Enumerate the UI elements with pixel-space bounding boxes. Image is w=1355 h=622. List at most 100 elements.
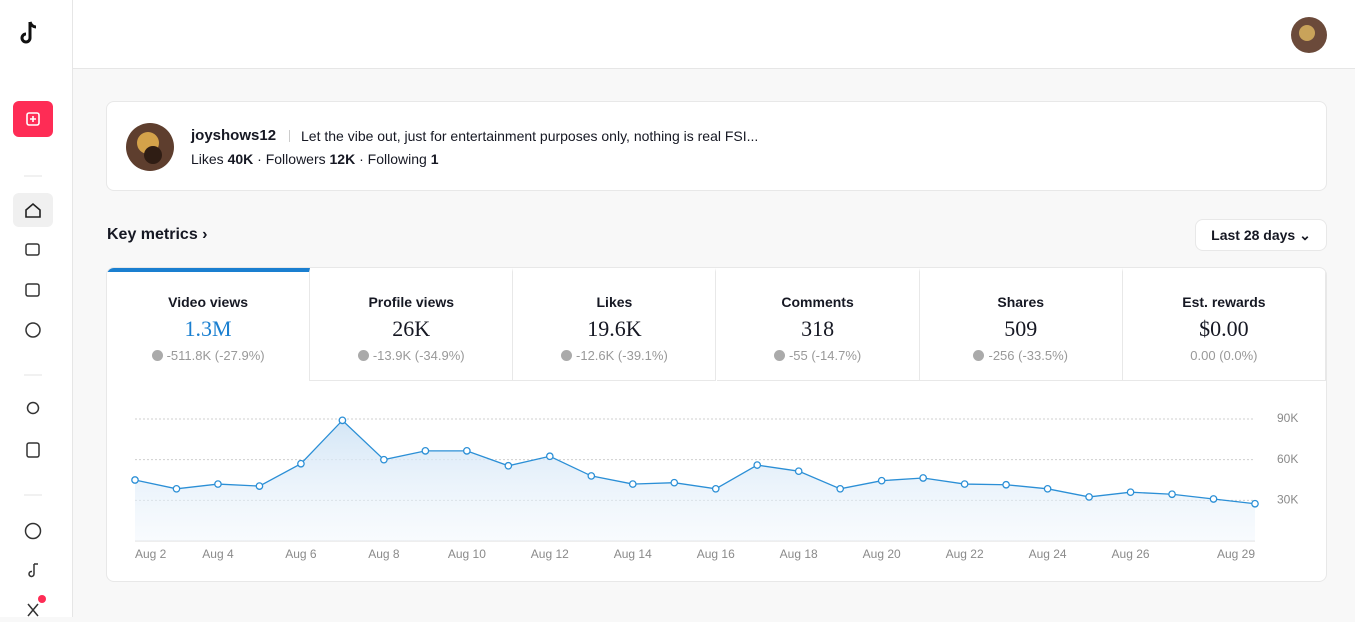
following: 1 xyxy=(430,151,439,167)
metric-label: Video views xyxy=(168,294,249,310)
key-metrics-link[interactable]: Key metrics › xyxy=(107,226,208,243)
x-tick-label: Aug 26 xyxy=(1112,547,1150,561)
academy-nav[interactable] xyxy=(26,442,40,458)
point xyxy=(545,452,554,461)
username: joyshows12 xyxy=(191,127,277,144)
point xyxy=(1043,484,1052,493)
point xyxy=(255,482,264,490)
profile-avatar xyxy=(126,123,174,171)
x-tick-label: Aug 8 xyxy=(368,547,400,561)
point xyxy=(711,484,720,493)
point xyxy=(670,478,679,487)
metric-change: -12.6K (-39.1%) xyxy=(513,348,715,363)
metric-change-text: -13.9K (-34.9%) xyxy=(372,348,465,363)
metric-change-text: -511.8K (-27.9%) xyxy=(166,348,265,363)
point xyxy=(421,447,430,455)
user-avatar[interactable] xyxy=(1291,17,1327,53)
x-tick-label: Aug 20 xyxy=(863,547,901,561)
followers: 12K xyxy=(329,151,356,167)
content-nav[interactable] xyxy=(25,243,40,256)
metric-change: -511.8K (-27.9%) xyxy=(107,348,309,363)
inspiration-nav[interactable] xyxy=(26,401,40,415)
point xyxy=(1251,499,1259,508)
x-tick-label: Aug 22 xyxy=(946,547,984,561)
likes: 40K xyxy=(227,151,254,167)
metric-change: -55 (-14.7%) xyxy=(717,348,919,363)
down-icon xyxy=(973,350,985,361)
point xyxy=(1085,493,1093,501)
point xyxy=(877,476,886,485)
point xyxy=(463,447,471,455)
point xyxy=(380,455,388,464)
x-tick-label: Aug 12 xyxy=(531,547,569,561)
point xyxy=(587,472,596,480)
metric-value: 26K xyxy=(392,316,431,341)
followers-label: Followers xyxy=(265,151,326,167)
point xyxy=(1209,495,1218,503)
point xyxy=(836,484,845,493)
metric-label: Profile views xyxy=(368,294,455,310)
point xyxy=(338,416,347,425)
range-select[interactable]: Last 28 days ⌄ xyxy=(1195,219,1327,251)
sidebar xyxy=(0,0,73,617)
down-icon xyxy=(357,350,369,361)
analytics-nav[interactable] xyxy=(25,283,40,297)
x-tick-label: Aug 24 xyxy=(1029,547,1067,561)
metric-tab[interactable]: Est. rewards $0.00 0.00 (0.0%) xyxy=(1122,268,1326,381)
metric-value: 19.6K xyxy=(587,316,642,341)
down-icon xyxy=(151,350,163,361)
y-tick-label: 90K xyxy=(1277,411,1298,425)
metric-label: Shares xyxy=(997,294,1045,310)
bio: Let the vibe out, just for entertainment… xyxy=(301,128,759,144)
metric-change: 0.00 (0.0%) xyxy=(1123,348,1325,363)
point xyxy=(960,480,969,488)
y-tick-label: 30K xyxy=(1277,493,1298,507)
metric-value: 1.3M xyxy=(184,316,232,341)
range: Last 28 days xyxy=(1211,227,1296,243)
point xyxy=(1168,490,1176,499)
area xyxy=(135,420,1255,541)
metric-change: -13.9K (-34.9%) xyxy=(310,348,512,363)
metric-change: -256 (-33.5%) xyxy=(920,348,1122,363)
metric-tab[interactable]: Comments 318 -55 (-14.7%) xyxy=(716,268,920,381)
metrics-panel: 30K 60K 90K Aug 2 Aug 4 Aug 6 Aug 8 Aug 10 Aug 1… xyxy=(106,267,1327,582)
metric-label: Likes xyxy=(596,294,633,310)
x-tick-label: Aug 6 xyxy=(285,547,317,561)
metric-value: $0.00 xyxy=(1199,316,1249,341)
sidebar-icons xyxy=(13,21,53,617)
down-icon xyxy=(561,350,573,361)
logo[interactable] xyxy=(20,21,37,44)
notification-dot xyxy=(38,595,46,603)
metric-tab[interactable]: Likes 19.6K -12.6K (-39.1%) xyxy=(513,268,717,381)
likes-label: Likes xyxy=(191,151,224,167)
metric-label: Comments xyxy=(781,294,854,310)
metric-tab[interactable]: Shares 509 -256 (-33.5%) xyxy=(919,268,1123,381)
x-tick-label: Aug 14 xyxy=(614,547,652,561)
stats: Likes 40K · Followers 12K · Following 1 xyxy=(191,151,439,167)
comments-nav[interactable] xyxy=(25,322,41,338)
down-icon xyxy=(773,350,785,361)
point xyxy=(297,459,305,468)
point xyxy=(131,476,139,484)
top-bar xyxy=(73,0,1355,69)
point xyxy=(172,484,181,493)
home-nav[interactable] xyxy=(13,193,53,227)
key-metrics-title: Key metrics xyxy=(107,226,198,243)
point xyxy=(794,467,803,476)
sounds-nav[interactable] xyxy=(28,563,38,578)
metric-change-text: -12.6K (-39.1%) xyxy=(576,348,668,363)
y-tick-label: 60K xyxy=(1277,452,1298,466)
metric-value: 318 xyxy=(801,316,835,341)
tools-nav[interactable] xyxy=(27,603,39,617)
monetization-nav[interactable] xyxy=(24,522,42,540)
x-tick-label: Aug 10 xyxy=(448,547,486,561)
metric-tab[interactable]: Video views 1.3M -511.8K (-27.9%) xyxy=(107,268,311,381)
line-chart: 30K 60K 90K Aug 2 Aug 4 Aug 6 Aug 8 Aug 10 Aug 1… xyxy=(131,411,1298,561)
x-tick-label: Aug 4 xyxy=(202,547,234,561)
metric-tab[interactable]: Profile views 26K -13.9K (-34.9%) xyxy=(310,268,514,381)
metric-change-text: -55 (-14.7%) xyxy=(788,348,862,363)
metric-label: Est. rewards xyxy=(1182,294,1266,310)
x-tick-label: Aug 16 xyxy=(697,547,735,561)
point xyxy=(753,461,762,469)
